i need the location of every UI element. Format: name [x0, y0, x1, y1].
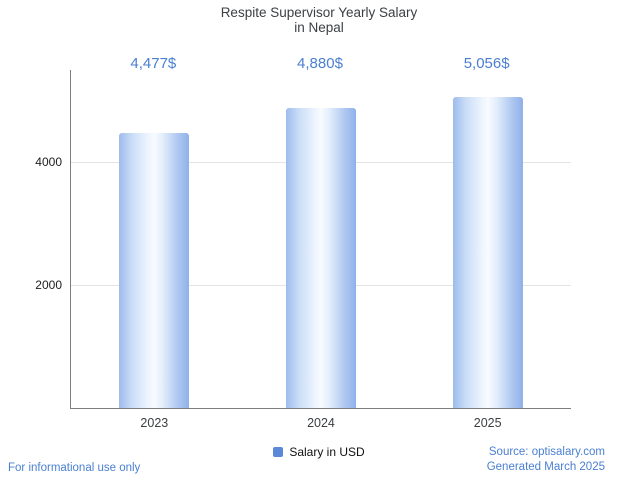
value-label: 4,880$	[297, 55, 343, 72]
x-tick-label: 2024	[307, 416, 335, 430]
value-label: 5,056$	[463, 55, 510, 72]
generated-text: Generated March 2025	[486, 461, 605, 473]
source-text: Source: optisalary.com	[488, 446, 605, 458]
plot-area: 2000 4000 2023 2024 2025	[35, 70, 571, 430]
chart-title: Respite Supervisor Yearly Salary in Nepa…	[0, 5, 638, 35]
x-tick-label: 2025	[473, 416, 502, 430]
y-tick-label: 4000	[35, 155, 62, 170]
x-tick-label: 2023	[140, 416, 169, 430]
source-block: Source: optisalary.com Generated March 2…	[487, 445, 605, 475]
chart-title-line-2: in Nepal	[294, 20, 344, 35]
chart-title-line-1: Respite Supervisor Yearly Salary	[220, 5, 418, 20]
y-tick-label: 2000	[35, 278, 62, 293]
bar-2025	[452, 97, 523, 408]
legend-label: Salary in USD	[289, 445, 365, 459]
disclaimer-text: For informational use only	[8, 462, 141, 474]
bar-2023	[119, 132, 190, 408]
value-label: 4,477$	[130, 55, 177, 72]
legend-swatch-icon	[273, 447, 284, 457]
bar-2024	[286, 108, 356, 408]
legend: Salary in USD	[0, 445, 638, 459]
